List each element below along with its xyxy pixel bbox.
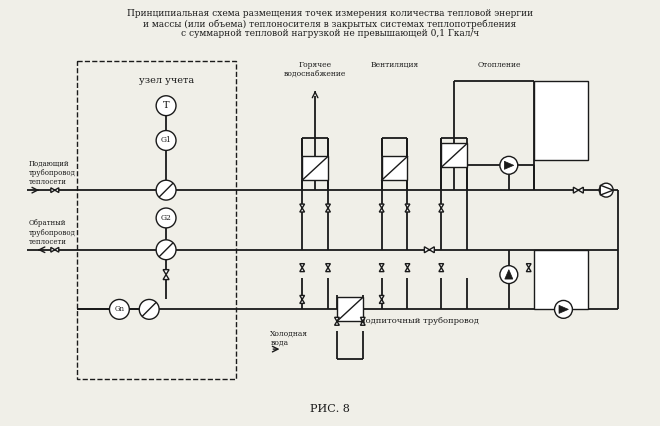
Polygon shape [405, 264, 410, 268]
Text: Gn: Gn [114, 305, 124, 314]
Text: с суммарной тепловой нагрузкой не превышающей 0,1 Гкал/ч: с суммарной тепловой нагрузкой не превыш… [181, 29, 479, 38]
Text: РИС. 8: РИС. 8 [310, 404, 350, 414]
Polygon shape [439, 268, 444, 272]
Polygon shape [559, 305, 568, 314]
Circle shape [156, 96, 176, 115]
Circle shape [110, 299, 129, 320]
Polygon shape [325, 208, 331, 212]
Bar [534, 81, 588, 160]
Polygon shape [300, 299, 304, 303]
Polygon shape [526, 268, 531, 272]
Polygon shape [430, 247, 434, 253]
Polygon shape [379, 264, 384, 268]
Polygon shape [300, 208, 304, 212]
Polygon shape [379, 299, 384, 303]
Text: Т: Т [163, 101, 170, 110]
Polygon shape [300, 296, 304, 299]
Polygon shape [439, 208, 444, 212]
Polygon shape [325, 204, 331, 208]
Polygon shape [163, 275, 169, 279]
Bar [77, 61, 236, 379]
Polygon shape [51, 248, 55, 252]
Circle shape [500, 156, 517, 174]
Bar [381, 156, 407, 180]
Polygon shape [379, 268, 384, 272]
Text: Обратный
трубопровод
теплосети: Обратный трубопровод теплосети [29, 219, 76, 246]
Polygon shape [335, 321, 339, 325]
Polygon shape [439, 264, 444, 268]
Bar [534, 250, 588, 309]
Polygon shape [405, 204, 410, 208]
Polygon shape [505, 270, 513, 279]
Circle shape [500, 266, 517, 284]
Polygon shape [335, 317, 339, 321]
Polygon shape [439, 204, 444, 208]
Polygon shape [405, 268, 410, 272]
Polygon shape [574, 187, 578, 193]
Text: Горячее
водоснабжение: Горячее водоснабжение [284, 61, 346, 78]
Bar [337, 297, 363, 321]
Circle shape [156, 130, 176, 150]
Circle shape [156, 208, 176, 228]
Polygon shape [55, 188, 59, 193]
Polygon shape [300, 204, 304, 208]
Polygon shape [300, 264, 304, 268]
Polygon shape [325, 264, 331, 268]
Circle shape [156, 180, 176, 200]
Circle shape [599, 183, 613, 197]
Polygon shape [51, 188, 55, 193]
Text: Вентиляция: Вентиляция [370, 61, 418, 69]
Polygon shape [163, 270, 169, 275]
Text: подпиточный трубопровод: подпиточный трубопровод [360, 317, 479, 325]
Circle shape [554, 300, 572, 318]
Polygon shape [379, 204, 384, 208]
Polygon shape [504, 161, 513, 170]
Text: G1: G1 [160, 136, 172, 144]
Polygon shape [300, 268, 304, 272]
Polygon shape [379, 296, 384, 299]
Circle shape [139, 299, 159, 320]
Polygon shape [55, 248, 59, 252]
Polygon shape [424, 247, 430, 253]
Bar [442, 144, 467, 167]
Text: Холодная
вода: Холодная вода [271, 330, 308, 347]
Text: Подающий
трубопровод
теплосети: Подающий трубопровод теплосети [29, 160, 76, 186]
Polygon shape [405, 208, 410, 212]
Text: Отопление: Отопление [477, 61, 521, 69]
Polygon shape [360, 321, 365, 325]
Bar [302, 156, 328, 180]
Circle shape [156, 240, 176, 260]
Text: и массы (или объема) теплоносителя в закрытых системах теплопотребления: и массы (или объема) теплоносителя в зак… [143, 19, 517, 29]
Text: G2: G2 [160, 214, 172, 222]
Polygon shape [360, 317, 365, 321]
Polygon shape [325, 268, 331, 272]
Text: Принципиальная схема размещения точек измерения количества тепловой энергии: Принципиальная схема размещения точек из… [127, 9, 533, 18]
Polygon shape [379, 208, 384, 212]
Polygon shape [578, 187, 583, 193]
Polygon shape [526, 264, 531, 268]
Text: узел учета: узел учета [139, 76, 193, 85]
